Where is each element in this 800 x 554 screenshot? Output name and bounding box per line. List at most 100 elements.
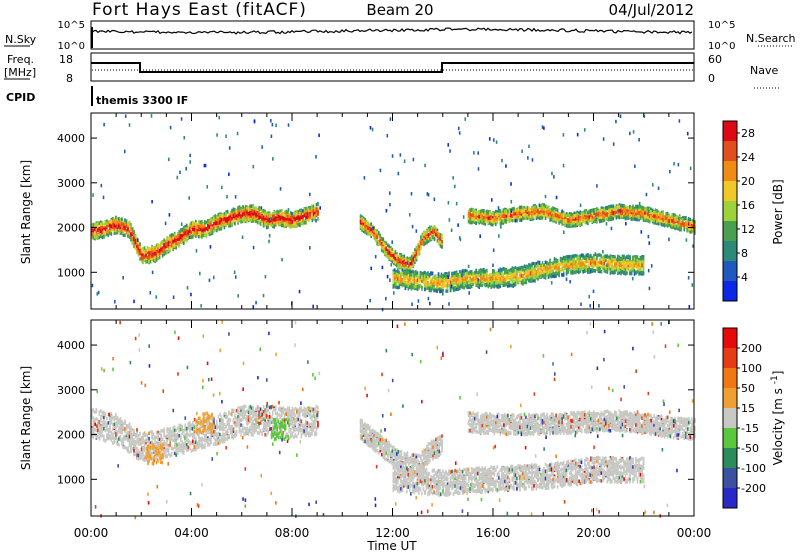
range-cell <box>624 269 627 274</box>
range-cell <box>534 271 536 275</box>
range-cell <box>469 208 471 212</box>
range-cell <box>121 231 123 235</box>
range-cell <box>580 259 583 263</box>
range-cell <box>160 246 162 251</box>
range-cell <box>276 218 279 222</box>
range-cell <box>92 229 95 233</box>
range-cell <box>397 279 399 284</box>
range-cell <box>504 207 506 212</box>
range-cell <box>479 212 482 216</box>
range-cell <box>493 221 496 225</box>
range-cell <box>302 218 304 223</box>
range-cell <box>190 234 193 239</box>
range-cell <box>405 267 407 271</box>
range-cell <box>513 216 515 220</box>
range-cell <box>520 212 523 216</box>
freq-tick-bottom: 8 <box>66 72 73 85</box>
range-cell <box>565 260 568 264</box>
range-cell <box>195 219 197 224</box>
range-cell <box>226 216 229 221</box>
range-cell <box>125 220 128 225</box>
range-cell <box>510 218 512 222</box>
range-cell <box>374 229 377 233</box>
range-cell <box>502 209 505 214</box>
range-cell <box>586 266 589 270</box>
range-cell <box>520 207 523 212</box>
range-cell <box>424 233 427 238</box>
range-cell <box>195 225 197 230</box>
range-cell <box>237 213 239 218</box>
range-cell <box>407 279 410 283</box>
range-cell <box>441 242 443 246</box>
range-cell <box>501 272 503 276</box>
range-cell <box>280 220 283 224</box>
range-cell <box>636 260 639 265</box>
range-cell <box>472 277 474 282</box>
range-cell <box>437 284 440 289</box>
range-cell <box>430 285 432 290</box>
range-cell <box>621 270 624 274</box>
range-cell <box>365 221 368 226</box>
range-cell <box>305 218 307 223</box>
range-cell <box>107 223 110 228</box>
range-cell <box>413 277 416 281</box>
nsky-panel: N.Sky 10^5 10^0 10^5 10^0 N.Search <box>4 20 796 52</box>
range-cell <box>470 214 473 219</box>
range-cell <box>394 270 396 275</box>
range-cell <box>222 223 224 228</box>
range-cell <box>401 271 404 276</box>
range-cell <box>488 216 491 220</box>
range-cell <box>172 239 175 244</box>
range-cell <box>632 263 634 268</box>
range-cell <box>261 209 263 213</box>
range-cell <box>620 259 622 264</box>
range-cell <box>149 255 152 259</box>
range-cell <box>488 273 491 277</box>
range-cell <box>421 236 424 240</box>
range-cell <box>291 220 294 224</box>
range-cell <box>473 218 476 223</box>
range-cell <box>118 228 120 233</box>
range-cell <box>620 263 622 267</box>
range-cell <box>562 268 565 272</box>
range-cell <box>296 221 298 225</box>
range-cell <box>565 258 568 262</box>
range-cell <box>169 236 171 241</box>
range-cell <box>130 232 132 237</box>
range-cell <box>107 221 110 225</box>
range-cell <box>214 228 217 232</box>
freq-tick-top: 18 <box>59 53 73 66</box>
range-cell <box>213 219 215 223</box>
range-cell <box>140 253 143 258</box>
range-cell <box>470 284 473 289</box>
range-cell <box>446 282 449 286</box>
range-cell <box>443 277 446 282</box>
range-cell <box>297 223 300 227</box>
range-cell <box>495 271 497 276</box>
range-cell <box>368 231 371 236</box>
range-cell <box>409 277 411 282</box>
range-cell <box>380 245 383 250</box>
range-cell <box>172 236 175 240</box>
range-cell <box>256 215 259 220</box>
range-cell <box>425 278 428 282</box>
range-cell <box>406 276 408 280</box>
range-cell <box>256 220 259 225</box>
range-cell <box>496 284 499 289</box>
range-cell <box>514 278 517 282</box>
range-cell <box>137 244 140 249</box>
range-cell <box>588 258 591 263</box>
range-cell <box>606 260 609 264</box>
range-cell <box>409 273 411 277</box>
range-cell <box>612 254 615 259</box>
range-cell <box>97 224 99 229</box>
range-cell <box>529 279 532 283</box>
range-cell <box>267 222 269 226</box>
range-cell <box>583 266 586 270</box>
range-cell <box>541 274 544 278</box>
range-cell <box>484 277 487 282</box>
range-cell <box>475 274 478 279</box>
range-cell <box>92 236 95 240</box>
range-cell <box>255 216 257 220</box>
range-cell <box>479 281 482 286</box>
